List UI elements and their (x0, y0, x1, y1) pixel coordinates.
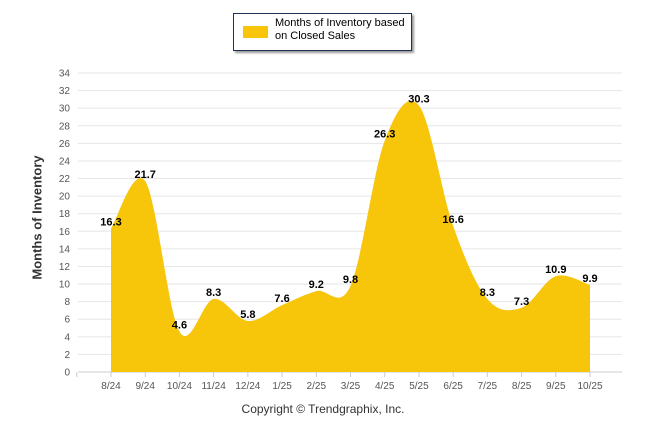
y-tick-label: 14 (59, 244, 71, 255)
x-tick-label: 8/25 (512, 381, 532, 392)
x-tick-label: 12/24 (235, 381, 260, 392)
legend-label: Months of Inventory based on Closed Sale… (275, 17, 405, 42)
x-tick-label: 9/25 (546, 381, 566, 392)
x-tick-label: 10/25 (577, 381, 602, 392)
x-tick-label: 8/24 (101, 381, 121, 392)
y-tick-label: 18 (59, 209, 71, 220)
y-tick-label: 28 (59, 121, 71, 132)
x-tick-label: 3/25 (341, 381, 361, 392)
x-tick-label: 4/25 (375, 381, 395, 392)
data-label: 21.7 (135, 169, 156, 181)
area-series (111, 100, 590, 372)
data-label: 4.6 (172, 320, 187, 332)
data-label: 9.8 (343, 274, 358, 286)
y-tick-label: 32 (59, 86, 71, 97)
x-tick-label: 1/25 (272, 381, 292, 392)
y-tick-label: 22 (59, 174, 71, 185)
x-tick-label: 9/24 (135, 381, 155, 392)
y-tick-label: 24 (59, 156, 71, 167)
data-label: 5.8 (240, 309, 255, 321)
x-tick-label: 11/24 (201, 381, 226, 392)
y-tick-label: 2 (64, 350, 70, 361)
y-tick-label: 12 (59, 262, 71, 273)
data-label: 10.9 (545, 264, 566, 276)
data-label: 7.3 (514, 296, 529, 308)
x-tick-label: 5/25 (409, 381, 429, 392)
x-tick-label: 6/25 (443, 381, 463, 392)
y-tick-label: 16 (59, 227, 71, 238)
legend: Months of Inventory based on Closed Sale… (233, 13, 412, 51)
y-tick-label: 6 (64, 315, 70, 326)
legend-swatch (243, 26, 268, 38)
y-tick-label: 0 (64, 368, 70, 379)
data-label: 7.6 (274, 293, 289, 305)
data-label: 30.3 (408, 94, 429, 106)
data-label: 16.3 (100, 217, 121, 229)
copyright: Copyright © Trendgraphix, Inc. (241, 402, 405, 416)
y-tick-label: 4 (64, 332, 70, 343)
data-label: 8.3 (480, 287, 495, 299)
y-axis-label: Months of Inventory (29, 155, 45, 280)
y-tick-label: 10 (59, 280, 71, 291)
x-tick-label: 7/25 (478, 381, 498, 392)
data-label: 9.9 (582, 273, 597, 285)
data-label: 26.3 (374, 129, 395, 141)
y-tick-label: 30 (59, 104, 71, 115)
y-tick-label: 34 (59, 69, 71, 80)
x-tick-label: 10/24 (167, 381, 192, 392)
data-label: 9.2 (309, 279, 324, 291)
y-tick-label: 26 (59, 139, 71, 150)
y-tick-label: 20 (59, 192, 71, 203)
y-tick-label: 8 (64, 297, 70, 308)
data-label: 8.3 (206, 287, 221, 299)
data-label: 16.6 (442, 214, 463, 226)
x-tick-label: 2/25 (307, 381, 327, 392)
